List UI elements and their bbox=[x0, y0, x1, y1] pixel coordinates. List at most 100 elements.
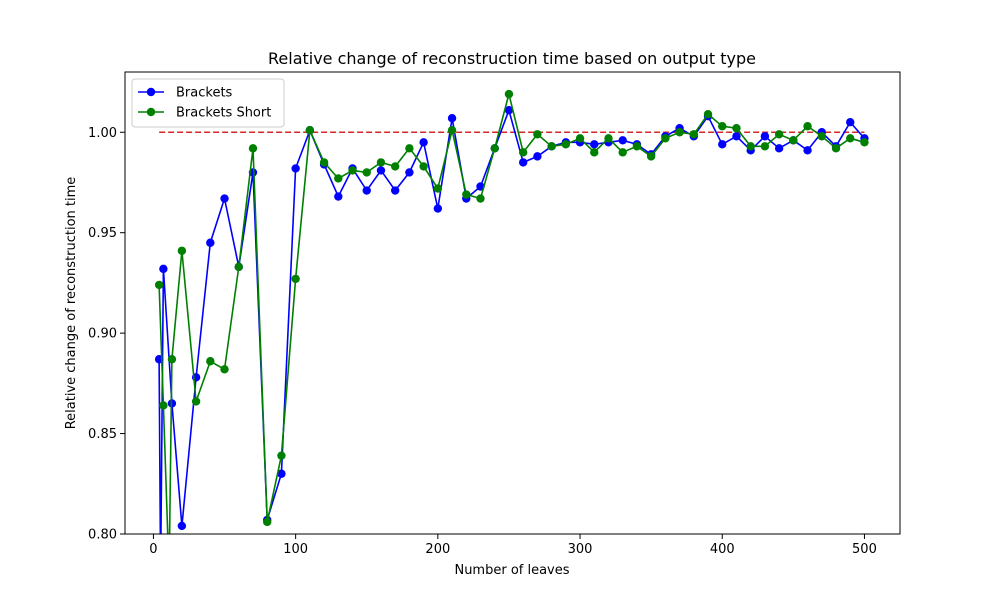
chart-title: Relative change of reconstruction time b… bbox=[268, 49, 756, 68]
x-tick-label: 400 bbox=[710, 542, 735, 557]
data-point bbox=[277, 469, 286, 478]
axes: 0 100 200 300 400 500 0.80 0.85 0.90 0.95 1.00 bbox=[88, 126, 877, 557]
data-point bbox=[504, 105, 514, 115]
data-point bbox=[362, 168, 371, 177]
data-point bbox=[575, 134, 585, 143]
data-point bbox=[220, 194, 229, 203]
data-point bbox=[405, 168, 414, 177]
data-point bbox=[405, 144, 414, 153]
data-point bbox=[803, 122, 812, 131]
data-point bbox=[561, 140, 571, 149]
data-point bbox=[191, 397, 201, 406]
data-point bbox=[159, 401, 168, 410]
data-point bbox=[646, 152, 656, 161]
data-point bbox=[277, 451, 286, 460]
y-tick-label: 0.90 bbox=[88, 327, 117, 342]
data-point bbox=[817, 132, 826, 141]
data-point bbox=[703, 109, 713, 119]
data-point bbox=[789, 136, 798, 145]
data-point bbox=[746, 142, 755, 151]
data-point bbox=[234, 262, 243, 272]
x-tick-label: 200 bbox=[425, 542, 450, 557]
data-point bbox=[419, 138, 428, 147]
data-point bbox=[206, 357, 215, 366]
data-point bbox=[533, 152, 542, 161]
data-point bbox=[490, 144, 499, 153]
data-point bbox=[590, 140, 599, 149]
y-tick-label: 0.95 bbox=[88, 226, 117, 241]
data-point bbox=[518, 148, 528, 157]
data-point bbox=[433, 204, 443, 213]
data-point bbox=[376, 166, 386, 175]
data-point bbox=[547, 142, 556, 151]
data-point bbox=[291, 274, 300, 284]
data-point bbox=[774, 130, 784, 139]
legend: Brackets Brackets Short bbox=[131, 78, 285, 128]
data-point bbox=[433, 184, 443, 193]
data-point bbox=[760, 132, 770, 141]
data-point bbox=[319, 158, 329, 167]
data-point bbox=[618, 136, 627, 145]
data-point bbox=[476, 194, 485, 203]
x-tick-label: 0 bbox=[149, 542, 157, 557]
data-point bbox=[718, 140, 727, 149]
data-point bbox=[718, 122, 727, 131]
plot-frame bbox=[124, 71, 901, 535]
legend-label: Brackets Short bbox=[176, 106, 271, 121]
legend-marker bbox=[146, 107, 156, 117]
y-tick-label: 0.85 bbox=[88, 427, 117, 442]
data-point bbox=[518, 158, 528, 167]
data-point bbox=[263, 517, 272, 527]
y-tick-label: 1.00 bbox=[88, 126, 117, 141]
data-point bbox=[760, 142, 770, 151]
data-point bbox=[447, 114, 457, 123]
data-point bbox=[533, 130, 542, 139]
data-point bbox=[376, 158, 386, 167]
data-point bbox=[177, 521, 187, 531]
data-point bbox=[604, 134, 613, 143]
data-point bbox=[334, 192, 343, 201]
data-point bbox=[159, 264, 168, 274]
data-point bbox=[860, 138, 869, 147]
data-point bbox=[348, 166, 357, 175]
data-point bbox=[220, 365, 229, 374]
data-point bbox=[390, 186, 400, 195]
data-point bbox=[661, 134, 670, 143]
data-point bbox=[362, 186, 371, 195]
data-point bbox=[154, 280, 164, 290]
legend-label: Brackets bbox=[176, 86, 233, 101]
data-point bbox=[462, 190, 471, 199]
x-tick-label: 500 bbox=[852, 542, 877, 557]
x-tick-label: 300 bbox=[568, 542, 593, 557]
data-point bbox=[447, 126, 457, 135]
y-tick-label: 0.80 bbox=[88, 528, 117, 543]
legend-box bbox=[131, 78, 285, 128]
data-point bbox=[206, 238, 215, 247]
data-point bbox=[774, 144, 784, 153]
data-point bbox=[334, 174, 343, 183]
data-point bbox=[177, 246, 187, 255]
data-point bbox=[632, 142, 642, 151]
data-point bbox=[167, 355, 177, 364]
legend-marker bbox=[146, 87, 156, 97]
data-point bbox=[803, 146, 812, 155]
data-point bbox=[618, 148, 627, 157]
legend-item: Brackets bbox=[138, 86, 233, 101]
data-point bbox=[732, 124, 741, 133]
data-point bbox=[419, 162, 428, 171]
plot-area bbox=[154, 89, 869, 534]
data-point bbox=[291, 164, 300, 173]
data-point bbox=[732, 132, 741, 141]
y-axis-label: Relative change of reconstruction time bbox=[64, 177, 79, 430]
data-point bbox=[248, 144, 258, 153]
data-point bbox=[831, 144, 841, 153]
data-point bbox=[504, 89, 514, 99]
series-brackets-short bbox=[154, 89, 869, 534]
data-point bbox=[689, 130, 699, 139]
data-point bbox=[305, 126, 315, 135]
data-point bbox=[390, 162, 400, 171]
data-point bbox=[590, 148, 599, 157]
legend-item: Brackets Short bbox=[138, 106, 271, 121]
data-point bbox=[846, 134, 855, 143]
